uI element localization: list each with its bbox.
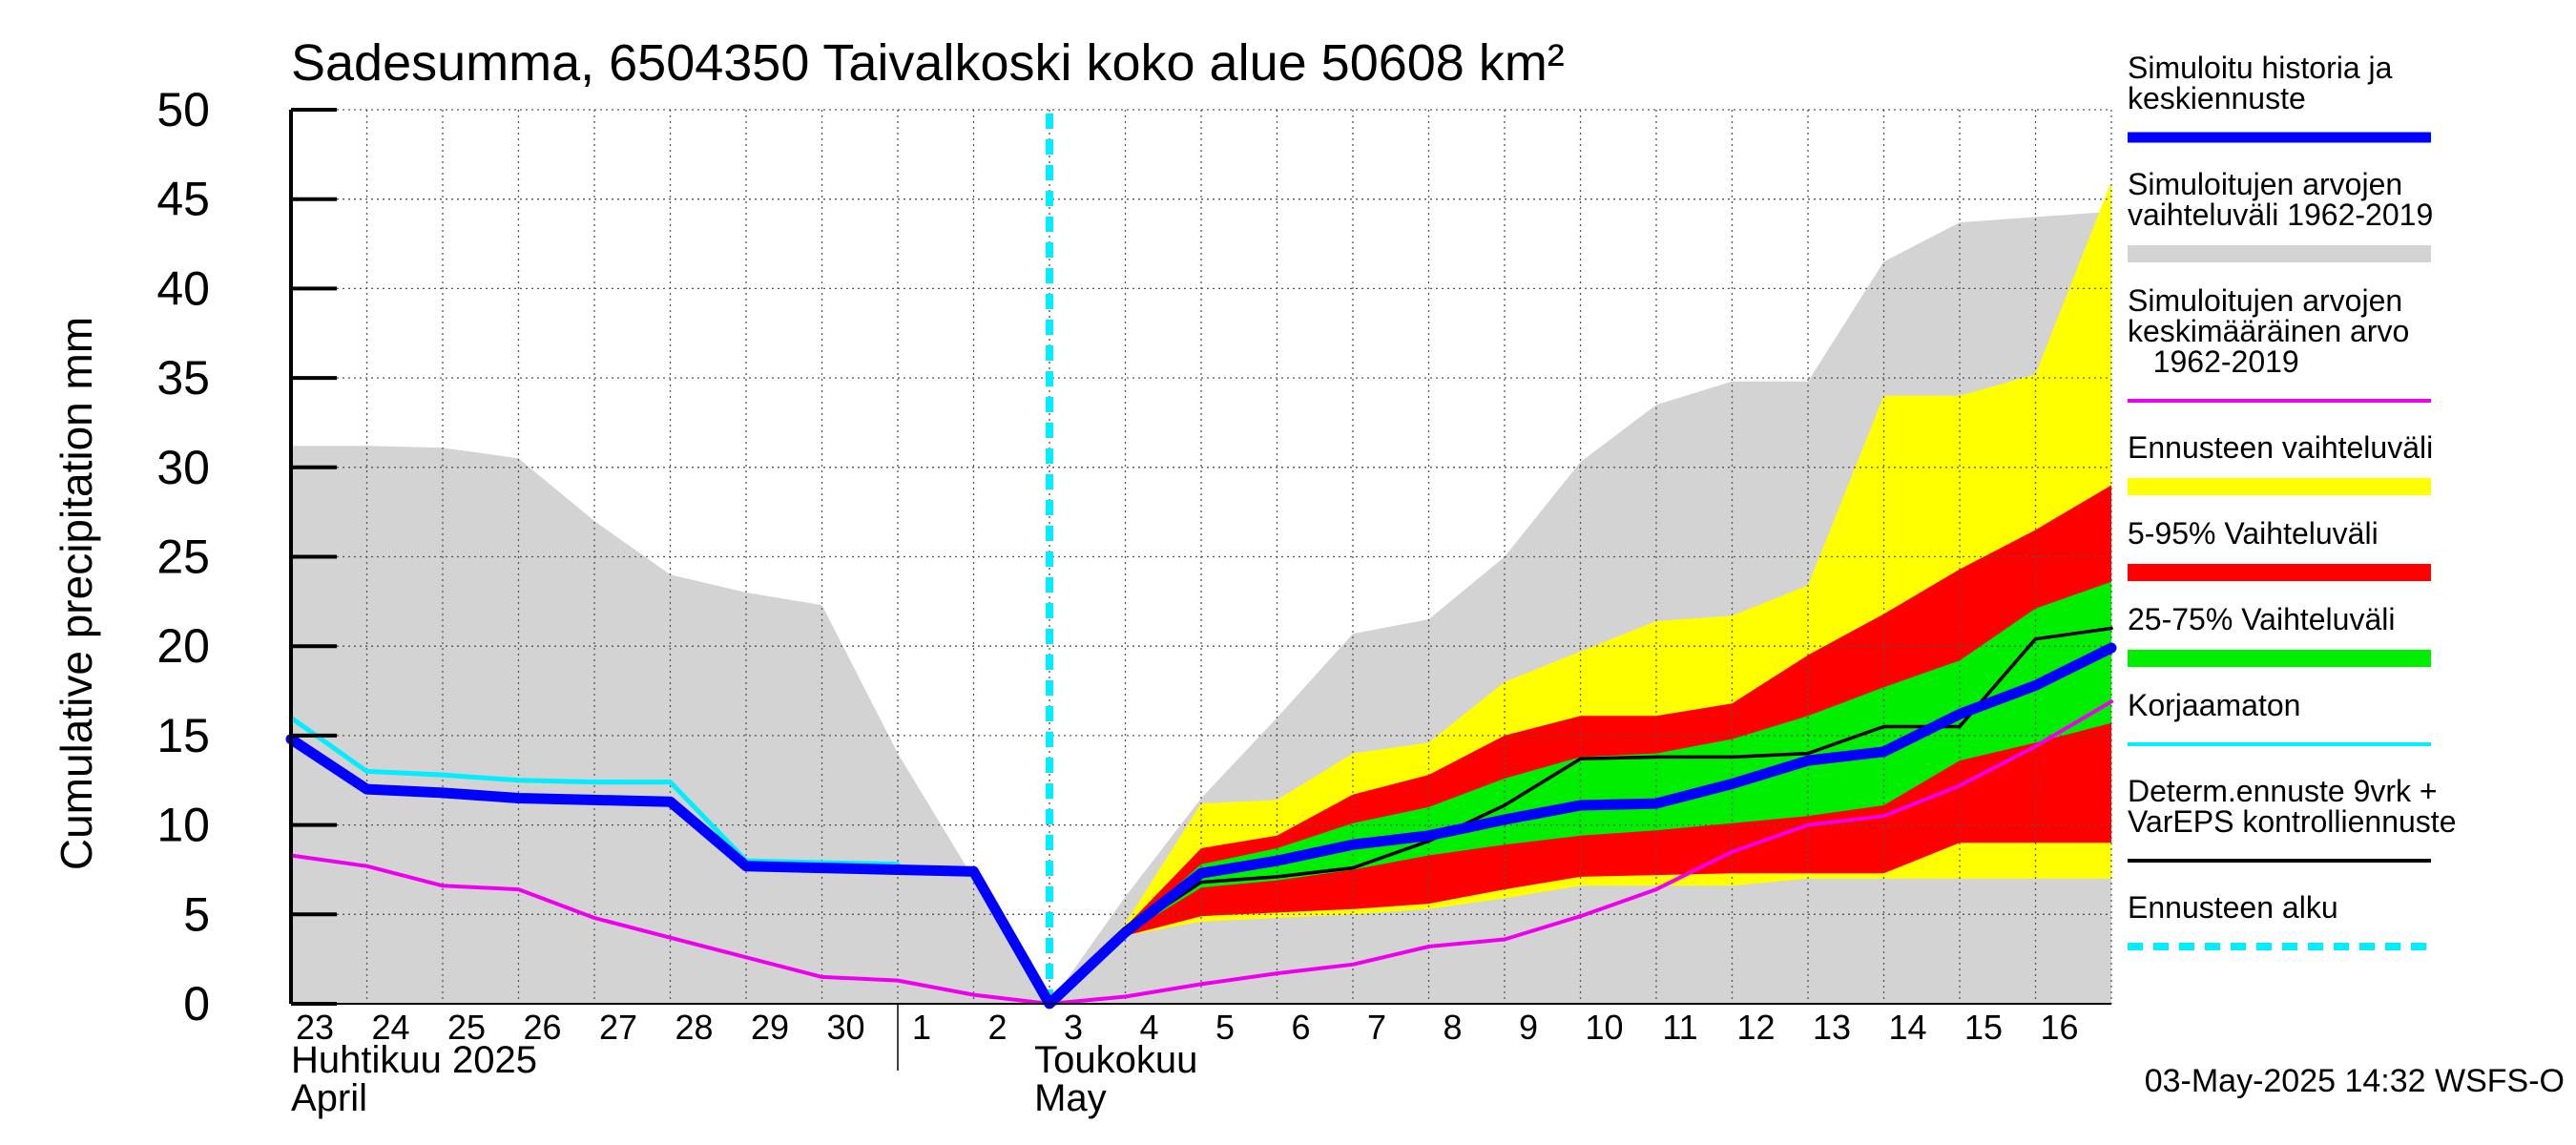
legend-swatch: [2128, 478, 2431, 495]
y-tick-label: 20: [156, 619, 210, 673]
y-tick-label: 0: [183, 977, 210, 1030]
x-tick-label: 5: [1215, 1008, 1235, 1047]
legend-label: Determ.ennuste 9vrk +: [2128, 774, 2438, 808]
legend-label: 5-95% Vaihteluväli: [2128, 516, 2379, 551]
x-tick-label: 26: [523, 1008, 561, 1047]
x-tick-label: 1: [912, 1008, 931, 1047]
legend-swatch: [2128, 650, 2431, 667]
x-tick-label: 30: [826, 1008, 864, 1047]
x-tick-label: 4: [1139, 1008, 1158, 1047]
legend-label: Simuloitu historia ja: [2128, 51, 2393, 85]
legend-label: Simuloitujen arvojen: [2128, 283, 2402, 318]
y-tick-label: 45: [156, 173, 210, 226]
y-axis-label: Cumulative precipitation mm: [52, 317, 101, 870]
x-tick-label: 11: [1662, 1008, 1697, 1047]
x-tick-label: 15: [1964, 1008, 2003, 1047]
legend-label: Korjaamaton: [2128, 688, 2300, 722]
x-tick-label: 6: [1291, 1008, 1310, 1047]
legend-label: VarEPS kontrolliennuste: [2128, 804, 2456, 839]
x-tick-label: 24: [371, 1008, 409, 1047]
legend-swatch: [2128, 564, 2431, 581]
x-tick-label: 16: [2040, 1008, 2078, 1047]
x-tick-label: 25: [447, 1008, 486, 1047]
x-tick-label: 8: [1443, 1008, 1462, 1047]
x-tick-label: 3: [1064, 1008, 1083, 1047]
y-tick-label: 30: [156, 441, 210, 494]
x-tick-label: 29: [751, 1008, 789, 1047]
legend-label: vaihteluväli 1962-2019: [2128, 198, 2433, 232]
legend-label: keskiennuste: [2128, 81, 2306, 115]
x-tick-label: 10: [1585, 1008, 1623, 1047]
month-label-may-fi: Toukokuu: [1034, 1039, 1197, 1081]
x-tick-label: 13: [1813, 1008, 1851, 1047]
legend-label: Ennusteen alku: [2128, 890, 2338, 925]
legend-label: keskimääräinen arvo: [2128, 314, 2409, 348]
x-tick-label: 23: [296, 1008, 334, 1047]
month-label-april-fi: Huhtikuu 2025: [291, 1039, 537, 1081]
x-tick-label: 12: [1736, 1008, 1775, 1047]
chart-title: Sadesumma, 6504350 Taivalkoski koko alue…: [291, 34, 1565, 92]
y-tick-label: 25: [156, 531, 210, 584]
timestamp: 03-May-2025 14:32 WSFS-O: [2145, 1063, 2565, 1099]
month-label-april-en: April: [291, 1077, 367, 1119]
x-tick-label: 14: [1888, 1008, 1926, 1047]
legend-label: 1962-2019: [2128, 344, 2299, 379]
month-label-may-en: May: [1034, 1077, 1107, 1119]
y-tick-label: 50: [156, 83, 210, 136]
legend-label: Ennusteen vaihteluväli: [2128, 430, 2433, 465]
x-tick-label: 2: [987, 1008, 1007, 1047]
y-tick-label: 15: [156, 709, 210, 762]
grid-layer: [291, 109, 2112, 1004]
y-tick-label: 10: [156, 799, 210, 852]
x-tick-label: 9: [1519, 1008, 1538, 1047]
x-tick-label: 7: [1367, 1008, 1386, 1047]
mean-line: [289, 699, 2113, 1006]
legend-label: 25-75% Vaihteluväli: [2128, 602, 2395, 636]
y-tick-label: 40: [156, 261, 210, 315]
uncorrected-line: [288, 715, 901, 867]
x-tick-label: 27: [599, 1008, 637, 1047]
simulated-line: [285, 642, 2117, 1010]
series-layer: [285, 114, 2117, 1010]
y-tick-label: 5: [183, 887, 210, 941]
legend-swatch: [2128, 245, 2431, 262]
legend-label: Simuloitujen arvojen: [2128, 167, 2402, 201]
x-tick-label: 28: [675, 1008, 713, 1047]
y-tick-label: 35: [156, 351, 210, 405]
